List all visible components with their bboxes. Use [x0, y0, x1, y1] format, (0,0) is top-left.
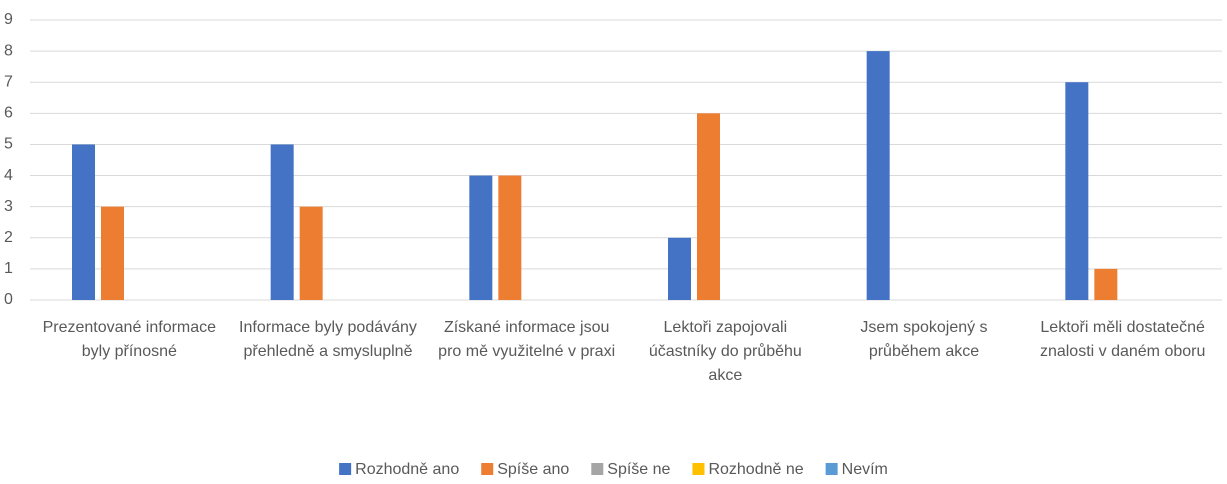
bar: [469, 175, 493, 300]
legend-swatch: [339, 463, 352, 475]
x-tick-label-box: Prezentované informace byly přínosné: [42, 319, 217, 360]
bar: [72, 144, 95, 300]
legend-swatch: [481, 463, 494, 475]
y-tick-label: 4: [4, 167, 13, 184]
legend-label: Nevím: [842, 461, 888, 478]
bar: [270, 144, 294, 300]
y-tick-label: 9: [4, 11, 13, 28]
y-tick-label: 2: [4, 229, 13, 246]
legend-label: Spíše ne: [607, 461, 670, 478]
y-tick-label: 6: [4, 105, 13, 122]
x-tick-label-box: Informace byly podávány přehledně a smys…: [239, 319, 417, 360]
legend-label: Spíše ano: [497, 461, 569, 478]
y-tick-label: 1: [4, 260, 13, 277]
legend-label: Rozhodně ne: [708, 461, 803, 478]
y-tick-label: 0: [4, 291, 13, 308]
legend-label: Rozhodně ano: [355, 461, 459, 478]
legend-swatch: [591, 463, 604, 475]
x-tick-label: Lektoři měli dostatečné znalosti v daném…: [1039, 319, 1206, 360]
bar: [697, 113, 720, 300]
y-tick-label: 7: [4, 73, 13, 90]
bar: [498, 175, 522, 300]
legend-swatch: [825, 463, 838, 475]
x-tick-label-box: Jsem spokojený s průběhem akce: [860, 319, 988, 360]
x-tick-label: Prezentované informace byly přínosné: [42, 319, 217, 360]
y-tick-label: 3: [4, 198, 13, 215]
x-tick-label: Lektoři zapojovali účastníky do průběhu …: [648, 319, 802, 384]
x-tick-label-box: Získané informace jsou pro mě využitelné…: [438, 319, 616, 360]
bar: [299, 206, 323, 300]
x-tick-label: Získané informace jsou pro mě využitelné…: [438, 319, 616, 360]
bar: [1094, 268, 1118, 300]
y-tick-label: 5: [4, 136, 13, 153]
bar: [668, 237, 691, 300]
x-tick-label: Informace byly podávány přehledně a smys…: [239, 319, 417, 360]
x-tick-label-box: Lektoři zapojovali účastníky do průběhu …: [648, 319, 802, 384]
bar: [1065, 82, 1089, 300]
legend-swatch: [692, 463, 705, 475]
bar: [101, 206, 124, 300]
legend: Rozhodně ano Spíše ano Spíše ne Rozhodně ne…: [339, 461, 888, 478]
x-tick-label: Jsem spokojený s průběhem akce: [860, 319, 988, 360]
x-tick-label-box: Lektoři měli dostatečné znalosti v daném…: [1039, 319, 1206, 360]
bar: [866, 51, 890, 300]
y-tick-label: 8: [4, 42, 13, 59]
